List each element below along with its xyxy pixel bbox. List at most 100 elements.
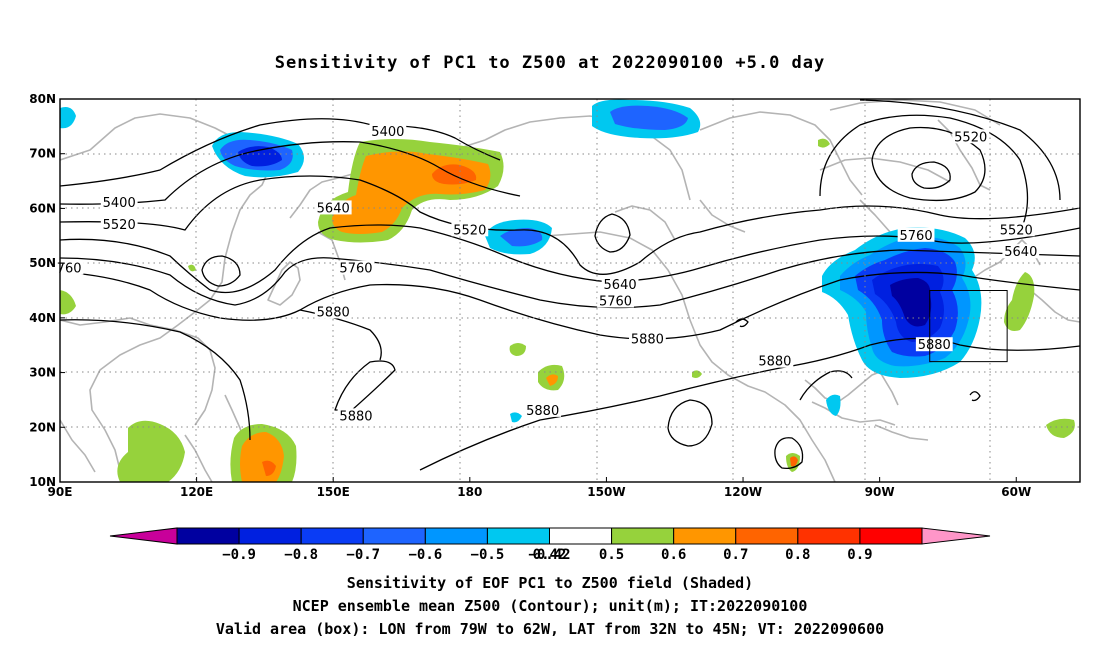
colorbar-high-triangle <box>921 527 991 545</box>
contour-label: 5520 <box>453 223 486 238</box>
colorbar-swatch <box>176 527 240 545</box>
colorbar-low-triangle <box>109 527 178 545</box>
contour-label: 5520 <box>1000 223 1033 238</box>
contour-label: 5640 <box>604 278 637 293</box>
contour-label-bg <box>524 402 562 417</box>
colorbar-swatch <box>735 527 799 545</box>
map-panel: 5400 5400 5520 760 5640 5520 5760 5880 5640 5760 5… <box>29 92 1081 499</box>
contour-label-bg <box>1002 244 1040 259</box>
contour-label: 5520 <box>954 130 987 145</box>
contour-label-bg <box>756 353 794 368</box>
colorbar-label: −0.6 <box>408 547 442 563</box>
colorbar-label: 0.7 <box>723 547 748 563</box>
lon-tick-label: 60W <box>1001 485 1031 499</box>
contour-label: 5880 <box>339 409 372 424</box>
colorbar-swatch <box>424 527 488 545</box>
contour-label-bg <box>54 260 84 275</box>
contour-label-bg <box>601 277 639 292</box>
shade-blob-3 <box>1046 418 1075 438</box>
shade-blob-1 <box>509 343 526 356</box>
shade-arctic-negative-core <box>610 105 688 130</box>
colorbar-swatch <box>362 527 426 545</box>
lon-tick-label: 180 <box>457 485 482 499</box>
contour-label: 5640 <box>1004 245 1037 260</box>
lat-tick-label: 10N <box>29 475 56 489</box>
z500-contours <box>60 99 1080 471</box>
contour-label-bg <box>337 408 375 423</box>
colorbar: −0.9 −0.8 −0.7 −0.6 −0.5 −0.420.42 0.5 0.6 0.7 0.… <box>109 527 991 563</box>
contour-label-bg <box>451 222 489 237</box>
caption-line-3: Valid area (box): LON from 79W to 62W, L… <box>216 620 884 638</box>
lat-tick-label: 30N <box>29 366 56 380</box>
latitude-axis: 80N 70N 60N 50N 40N 30N 20N 10N <box>29 92 65 489</box>
colorbar-swatch <box>486 527 550 545</box>
colorbar-swatch <box>549 527 613 545</box>
colorbar-label: 0.6 <box>661 547 686 563</box>
lat-tick-label: 60N <box>29 201 56 215</box>
lon-tick-label: 120W <box>724 485 762 499</box>
shade-eastus-negative-deep <box>890 278 932 327</box>
lat-tick-label: 70N <box>29 147 56 161</box>
shade-sw-positive-a <box>117 420 185 482</box>
caption-line-2: NCEP ensemble mean Z500 (Contour); unit(… <box>293 597 808 615</box>
lon-tick-label: 150E <box>317 485 350 499</box>
shade-aleutian-negative-core <box>500 228 543 247</box>
shade-blob-8 <box>188 264 196 272</box>
shade-siberia-negative-inner <box>238 146 282 167</box>
contour-label-bg <box>629 331 666 346</box>
colorbar-swatch <box>673 527 737 545</box>
contour-label-bg <box>369 123 407 138</box>
valid-area-box <box>929 290 1008 363</box>
shade-blob-4 <box>510 412 522 423</box>
colorbar-label: 0.42 <box>533 547 567 563</box>
lon-tick-label: 150W <box>587 485 625 499</box>
colorbar-label: −0.42 <box>528 547 570 563</box>
colorbar-label: −0.5 <box>471 547 505 563</box>
shade-south-positive-core <box>790 456 798 467</box>
longitude-axis: 90E 120E 150E 180 150W 120W 90W 60W <box>48 477 1031 499</box>
contour-label-bg <box>314 304 352 319</box>
colorbar-label: −0.7 <box>346 547 380 563</box>
lat-tick-label: 80N <box>29 92 56 106</box>
gridlines <box>60 99 1080 482</box>
shade-blob-7 <box>818 138 830 148</box>
contour-label-bg <box>997 222 1035 237</box>
contour-label-bg <box>597 293 634 308</box>
shade-blob-6 <box>826 394 841 416</box>
shade-atlantic-positive <box>60 107 76 129</box>
figure-title: Sensitivity of PC1 to Z500 at 2022090100… <box>275 53 826 73</box>
caption-line-1: Sensitivity of EOF PC1 to Z500 field (Sh… <box>347 574 753 592</box>
lon-tick-label: 120E <box>180 485 213 499</box>
lat-tick-label: 50N <box>29 256 56 270</box>
contour-label-bg <box>100 216 138 231</box>
contour-label: 5400 <box>103 196 136 211</box>
lon-tick-label: 90E <box>48 485 73 499</box>
colorbar-label: 0.9 <box>847 547 872 563</box>
contour-label: 5880 <box>631 333 664 348</box>
contour-label-bg <box>314 200 352 215</box>
contour-label: 5760 <box>900 229 933 244</box>
contour-label: 5880 <box>526 404 559 419</box>
contour-label: 760 <box>57 262 82 277</box>
contour-label: 5760 <box>339 262 372 277</box>
colorbar-label: 0.5 <box>599 547 624 563</box>
colorbar-swatch <box>859 527 923 545</box>
contour-label-bg <box>915 337 953 352</box>
contour-label-bg <box>337 260 375 275</box>
contour-label: 5400 <box>371 125 404 140</box>
map-frame <box>59 98 1081 483</box>
colorbar-swatch <box>611 527 675 545</box>
lat-tick-label: 20N <box>29 420 56 434</box>
shade-west-edge-positive <box>60 290 76 315</box>
lat-tick-label: 40N <box>29 311 56 325</box>
colorbar-label: −0.8 <box>284 547 318 563</box>
colorbar-swatch <box>797 527 861 545</box>
lon-tick-label: 90W <box>865 485 895 499</box>
contour-label: 5880 <box>918 338 951 353</box>
colorbar-label: 0.8 <box>785 547 810 563</box>
contour-label: 5640 <box>317 201 350 216</box>
contour-label-bg <box>100 194 138 209</box>
colorbar-swatch <box>238 527 302 545</box>
shade-atlantic-east-positive <box>1004 272 1035 331</box>
